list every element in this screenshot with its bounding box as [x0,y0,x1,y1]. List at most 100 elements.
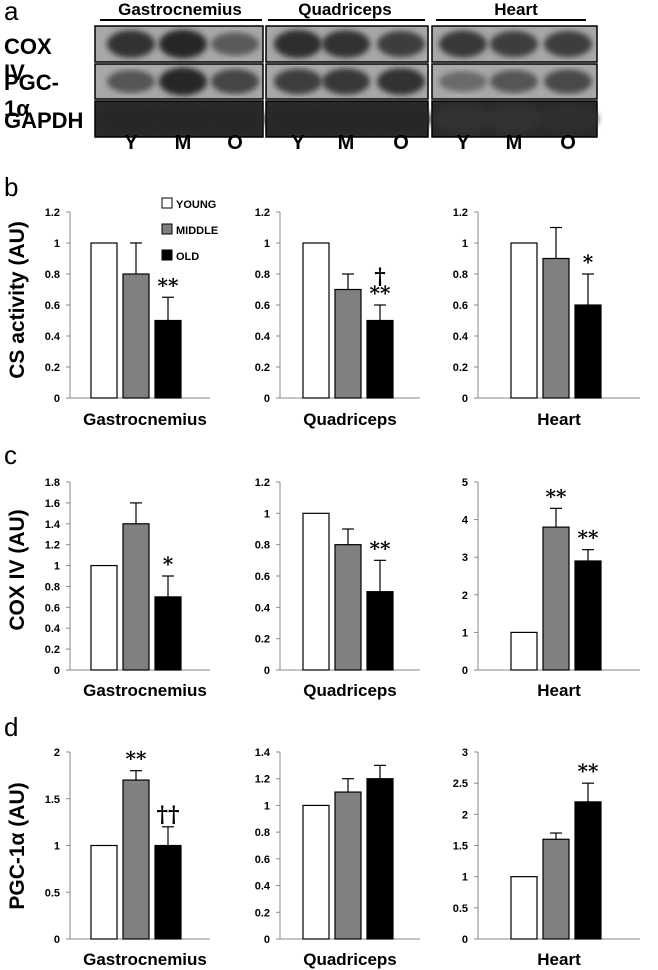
bar-old [366,591,394,671]
bar-young [90,564,118,671]
x-axis-label: Heart [537,410,581,429]
significance-annotation: ** [578,759,599,783]
panel-letter-c: c [4,440,17,470]
y-tick-label: 0.5 [45,887,60,899]
bar-old [154,844,182,940]
blot-band [439,30,487,58]
y-tick-label: 4 [462,515,469,527]
significance-annotation: * [583,250,594,274]
y-tick-label: 3 [462,747,468,759]
blot-band [490,69,538,94]
significance-annotation: ** [546,484,567,508]
lane-label: M [337,132,355,154]
blot-band [544,69,592,94]
lane-label: O [560,132,576,154]
chart-b-heart: 0 0.2 0.4 0.6 0.8 1 1.2 * Heart [453,207,640,429]
significance-annotation: †† [156,802,179,828]
y-tick-label: 1 [264,508,270,520]
bar-young [510,242,538,399]
bar-young [510,876,538,940]
bar-old [574,304,602,399]
y-tick-label: 0.6 [255,300,270,312]
y-tick-label: 0.2 [453,362,468,374]
blot-band [544,30,592,58]
legend: YOUNG MIDDLE OLD [161,197,218,263]
blot-header-gastrocnemius: Gastrocnemius [118,0,242,19]
y-tick-label: 0.8 [45,581,60,593]
blot-band [274,68,322,95]
significance-annotation: ** [578,526,599,550]
y-tick-label: 1 [462,872,468,884]
lane-label: M [505,132,523,154]
significance-annotation: ** [158,273,179,297]
blot-band [211,32,259,56]
y-tick-label: 1.4 [255,747,271,759]
lane-label: Y [456,132,470,154]
blot-band [274,29,322,59]
bar-young [302,804,330,940]
x-axis-label: Quadriceps [303,681,397,700]
blot-band [377,68,425,95]
y-tick-label: 0.6 [453,300,468,312]
chart-d-gastrocnemius: 0 0.5 1 1.5 2 ** †† Gastrocnemius [45,747,210,969]
y-tick-label: 0 [462,934,468,946]
significance-annotation: † [374,264,386,290]
y-tick-label: 0 [462,393,468,405]
y-tick-label: 0.2 [45,644,60,656]
y-tick-label: 1.2 [45,207,60,219]
legend-swatch-old [161,249,173,261]
blot-label-pgc1a: PGC-1α [4,70,59,121]
y-tick-label: 0.4 [45,331,61,343]
blot-band [316,104,376,134]
y-tick-label: 0.8 [255,269,270,281]
lane-label: O [227,132,243,154]
legend-label-young: YOUNG [176,199,216,211]
y-tick-label: 2 [54,747,60,759]
legend-swatch-young [161,197,173,209]
bar-old [154,596,182,671]
y-tick-label: 2 [462,590,468,602]
significance-annotation: * [163,552,174,576]
bar-old [574,560,602,671]
y-tick-label: 1 [54,238,60,250]
y-tick-label: 0 [264,934,270,946]
bar-young [302,512,330,671]
blot-band [107,69,155,94]
significance-annotation: ** [370,536,391,560]
y-tick-label: 1.5 [45,794,60,806]
y-tick-label: 3 [462,552,468,564]
x-axis-label: Quadriceps [303,410,397,429]
y-tick-label: 2 [462,809,468,821]
y-tick-label: 0.4 [255,881,271,893]
y-tick-label: 1 [462,627,468,639]
bar-young [302,242,330,399]
y-tick-label: 0.8 [255,540,270,552]
panel-letter-a: a [4,0,19,26]
bar-old [154,319,182,399]
blot-band [371,104,431,134]
chart-d-quadriceps: 0 0.2 0.4 0.6 0.8 1 1.2 1.4 Quadriceps [255,747,420,969]
significance-annotation: ** [126,747,147,771]
lane-label: Y [124,132,138,154]
blot-band [439,71,487,92]
chart-b-gastrocnemius: 0 0.2 0.4 0.6 0.8 1 1.2 ** Gastrocnemius [45,207,210,429]
panel-letter-b: b [4,172,19,202]
blot-label-gapdh: GAPDH [4,108,84,133]
x-axis-label: Gastrocnemius [83,410,207,429]
chart-d-heart: 0 0.5 1 1.5 2 2.5 3 ** Heart [453,747,640,969]
x-axis-label: Heart [537,681,581,700]
blot-band [211,69,259,94]
panel-letter-d: d [4,712,19,742]
x-axis-label: Heart [537,950,581,969]
y-tick-label: 1 [264,238,270,250]
y-tick-label: 1.2 [255,207,270,219]
blot-header-underlines [100,19,586,21]
lane-label: M [174,132,192,154]
lane-label: O [393,132,409,154]
y-tick-label: 0.8 [453,269,468,281]
blot-band [322,68,370,95]
x-axis-label: Quadriceps [303,950,397,969]
bar-middle [334,791,362,940]
lane-label: Y [291,132,305,154]
